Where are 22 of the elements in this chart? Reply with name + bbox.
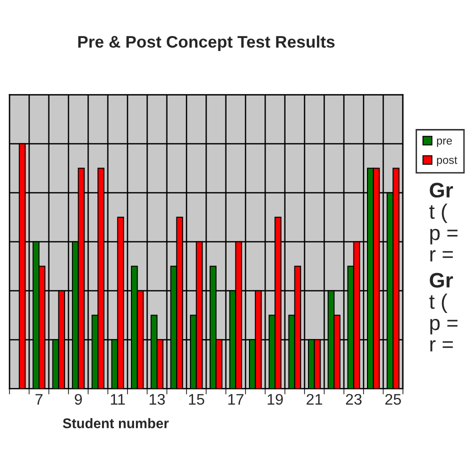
x-tick-label: 19: [268, 394, 283, 405]
x-tick-label: 11: [110, 394, 125, 405]
text: t (: [429, 294, 448, 314]
legend-label: post: [437, 156, 458, 166]
x-tick-label: 17: [228, 394, 244, 405]
x-tick-label: 13: [150, 394, 165, 405]
text: t (: [429, 204, 448, 223]
text: p =: [430, 228, 458, 244]
text: r =: [430, 340, 453, 352]
x-axis-title: Student number: [62, 418, 169, 428]
x-tick-label: 21: [306, 394, 322, 405]
x-tick-label: 25: [385, 394, 401, 405]
x-tick-label: 7: [36, 394, 42, 405]
text: p =: [430, 318, 458, 334]
legend-label: pre: [437, 138, 452, 147]
x-tick-label: 15: [189, 394, 204, 405]
text: Gr: [430, 272, 453, 288]
text: r =: [430, 250, 453, 262]
text: Gr: [430, 182, 453, 198]
x-tick-label: 23: [346, 394, 362, 405]
chart-title: Pre & Post Concept Test Results: [78, 36, 335, 52]
x-tick-label: 9: [74, 394, 82, 405]
